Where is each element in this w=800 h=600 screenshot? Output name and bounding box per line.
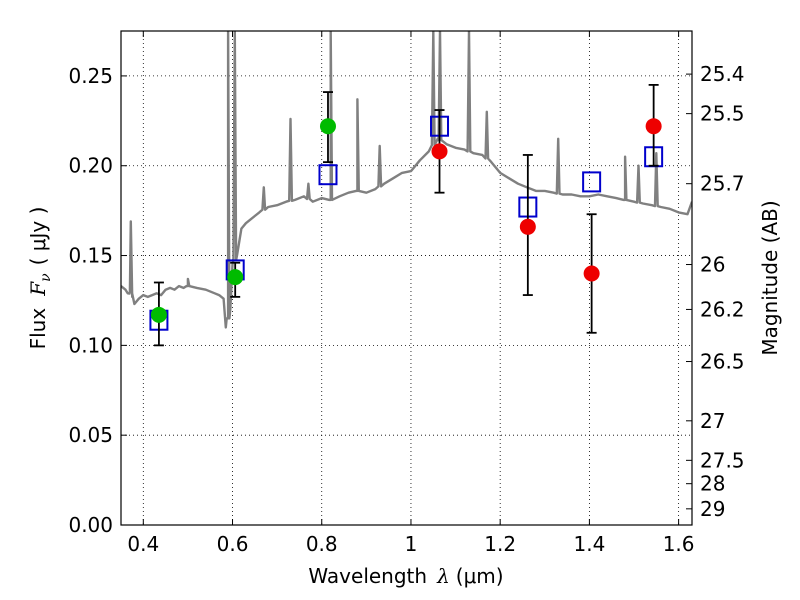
y-tick-label: 0.25	[68, 64, 113, 88]
mag-tick-label: 25.5	[700, 102, 745, 126]
mag-tick-label: 27.5	[700, 448, 745, 472]
red-data-point	[583, 265, 600, 282]
x-tick-label: 0.6	[217, 532, 249, 556]
plot-area	[121, 31, 692, 347]
model-spectrum-line	[121, 31, 692, 329]
mag-tick-label: 26	[700, 253, 725, 277]
x-tick-label: 1.4	[573, 532, 605, 556]
plot-frame	[120, 30, 693, 526]
x-tick-label: 1	[405, 532, 418, 556]
y-tick-label: 0.20	[68, 154, 113, 178]
mag-tick-label: 29	[700, 497, 725, 521]
y-axis-label: FluxFν( μJy )	[26, 207, 54, 350]
mag-tick-label: 28	[700, 472, 725, 496]
mag-tick-label: 27	[700, 409, 725, 433]
y-tick-label: 0.10	[68, 333, 113, 357]
x-tick-label: 0.4	[127, 532, 159, 556]
y-tick-label: 0.15	[68, 244, 113, 268]
red-data-point	[431, 143, 448, 160]
grid	[121, 31, 692, 525]
model-square-marker	[318, 164, 338, 186]
model-square-marker	[582, 171, 602, 193]
mag-tick-label: 25.4	[700, 62, 745, 86]
x-tick-label: 1.2	[484, 532, 516, 556]
x-tick-label: 0.8	[306, 532, 338, 556]
right-axis-label: Magnitude (AB)	[758, 200, 782, 355]
green-data-point	[227, 269, 244, 286]
axis-ticks: 0.4 0.6 0.8 1 1.2 1.4 1.6 0.00 0.05 0.10 0.15 0.20 0…	[68, 31, 745, 556]
y-tick-label: 0.05	[68, 423, 113, 447]
x-tick-label: 1.6	[663, 532, 695, 556]
red-data-point	[519, 218, 536, 235]
y-tick-label: 0.00	[68, 513, 113, 537]
red-data-point	[645, 118, 662, 135]
x-axis-label: Wavelength λ (μm)	[308, 564, 503, 588]
green-data-point	[319, 118, 336, 135]
green-data-point	[150, 306, 167, 323]
mag-tick-label: 26.5	[700, 350, 745, 374]
mag-tick-label: 26.2	[700, 297, 745, 321]
mag-tick-label: 25.7	[700, 172, 745, 196]
